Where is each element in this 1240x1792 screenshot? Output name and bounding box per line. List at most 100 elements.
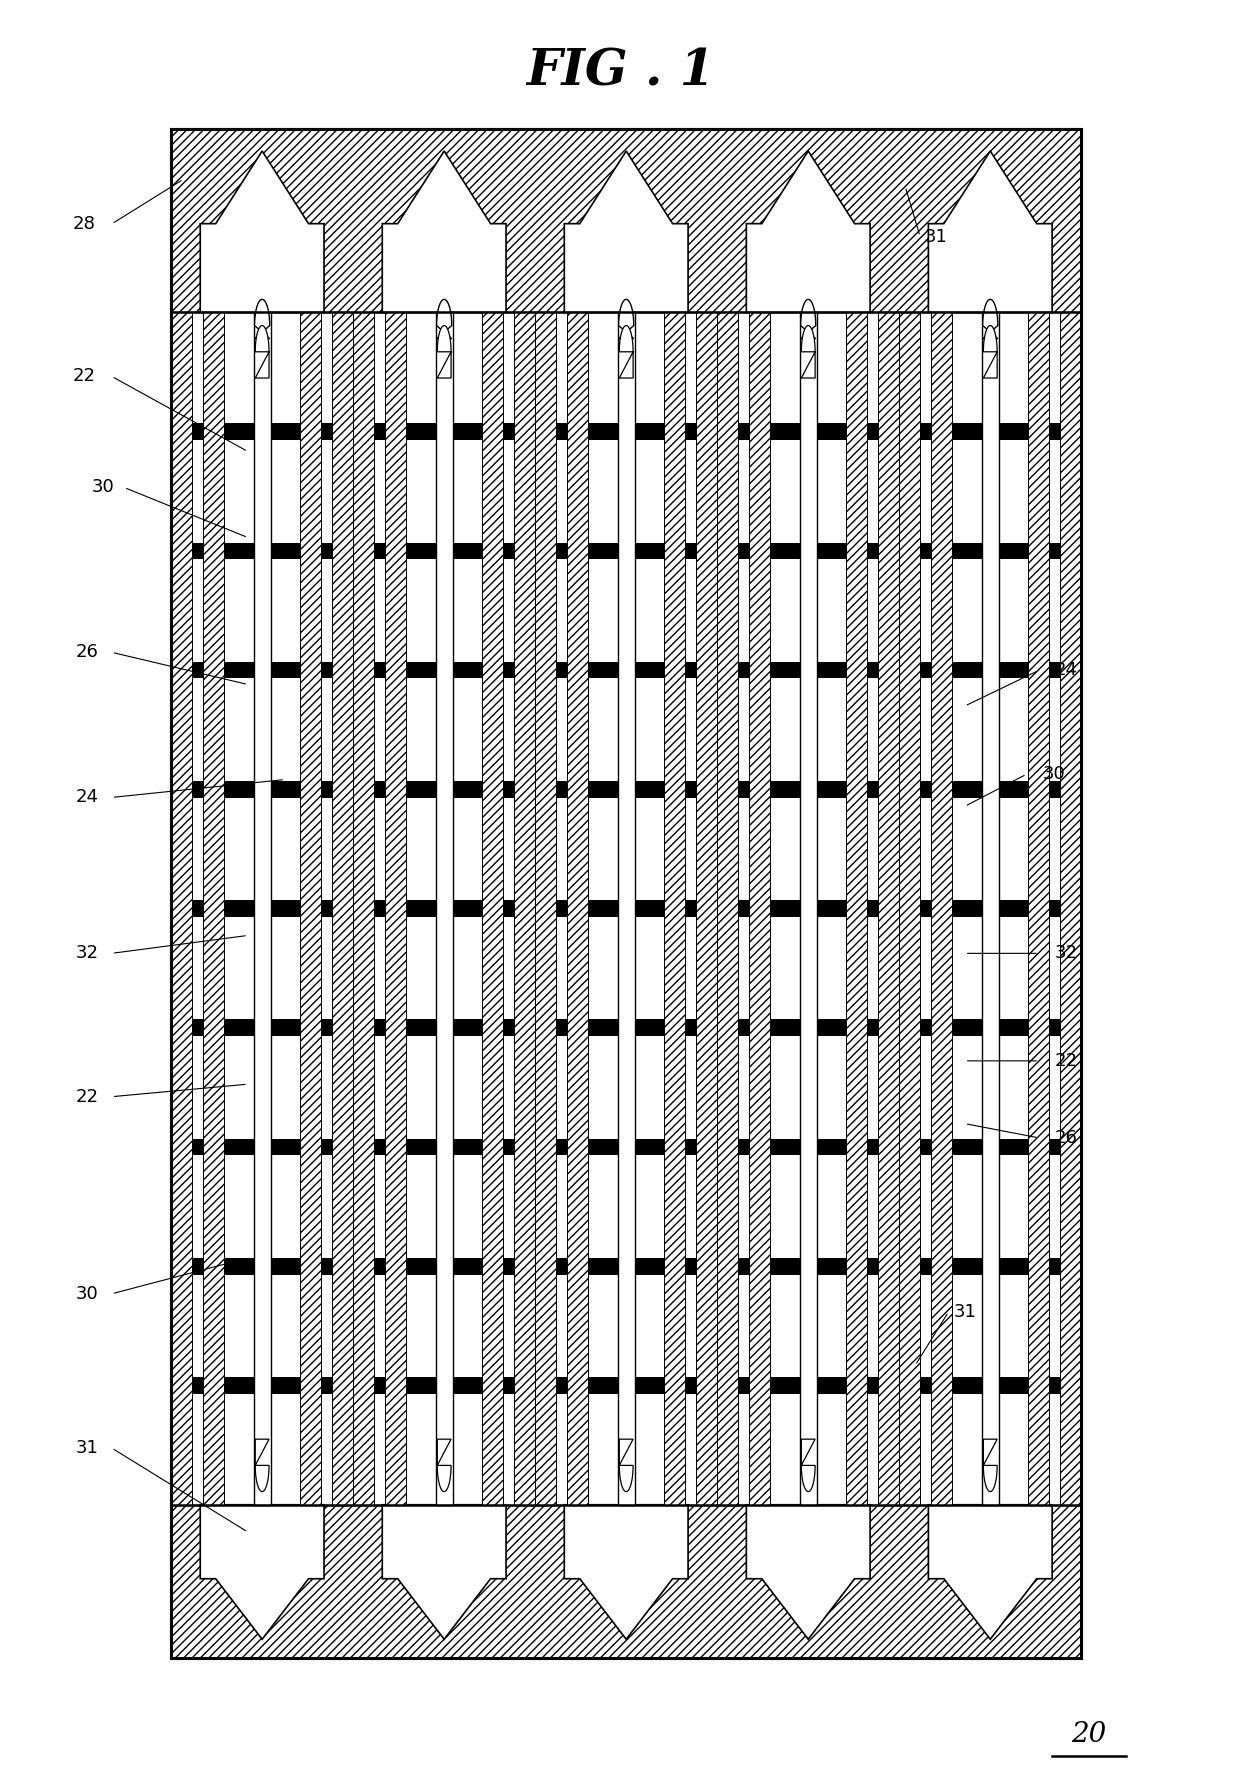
Bar <box>920 1020 931 1036</box>
Bar <box>588 781 618 797</box>
Bar <box>482 312 503 1505</box>
Bar <box>270 900 300 918</box>
Bar <box>931 312 952 1505</box>
Bar <box>224 1138 254 1156</box>
Bar <box>868 543 878 559</box>
Text: 20: 20 <box>1071 1720 1106 1749</box>
Bar <box>635 900 665 918</box>
Bar <box>405 661 435 679</box>
Bar <box>738 900 749 918</box>
Bar <box>224 1378 254 1394</box>
Text: FIG . 1: FIG . 1 <box>526 47 714 97</box>
Bar <box>717 312 738 1505</box>
Text: 28: 28 <box>73 215 95 233</box>
Bar <box>192 900 203 918</box>
Bar <box>1049 543 1060 559</box>
Bar <box>635 423 665 441</box>
Bar <box>321 1378 332 1394</box>
Bar <box>321 423 332 441</box>
Bar <box>899 312 920 1505</box>
Bar <box>635 543 665 559</box>
Bar <box>405 900 435 918</box>
Bar <box>1060 312 1081 1505</box>
Bar <box>920 543 931 559</box>
Text: 31: 31 <box>925 228 947 246</box>
Text: 24: 24 <box>1055 661 1078 679</box>
Bar <box>1049 1138 1060 1156</box>
Bar <box>588 423 618 441</box>
Bar <box>665 312 686 1505</box>
Polygon shape <box>382 151 506 312</box>
Bar <box>556 1138 567 1156</box>
Bar <box>618 312 635 1505</box>
Bar <box>920 661 931 679</box>
Bar <box>556 661 567 679</box>
Bar <box>770 781 800 797</box>
Bar <box>738 1258 749 1274</box>
Polygon shape <box>982 299 998 339</box>
Bar <box>920 1258 931 1274</box>
Bar <box>453 423 482 441</box>
Bar <box>868 1020 878 1036</box>
Bar <box>588 1020 618 1036</box>
Bar <box>374 1378 384 1394</box>
Bar <box>770 423 800 441</box>
Bar <box>868 423 878 441</box>
Bar <box>998 543 1028 559</box>
Bar <box>635 1138 665 1156</box>
Bar <box>435 312 453 1505</box>
Polygon shape <box>255 1439 269 1491</box>
Bar <box>868 1258 878 1274</box>
Bar <box>738 423 749 441</box>
Text: 30: 30 <box>92 478 114 496</box>
Bar <box>920 423 931 441</box>
Bar <box>817 900 847 918</box>
Bar <box>453 781 482 797</box>
Bar <box>868 781 878 797</box>
Bar <box>503 1378 515 1394</box>
Bar <box>588 1258 618 1274</box>
Polygon shape <box>801 1439 815 1491</box>
Polygon shape <box>801 299 816 339</box>
Text: 22: 22 <box>76 1088 98 1106</box>
Bar <box>192 423 203 441</box>
Bar <box>817 1138 847 1156</box>
Bar <box>321 1258 332 1274</box>
Bar <box>686 1378 697 1394</box>
Bar <box>453 1138 482 1156</box>
Bar <box>374 1258 384 1274</box>
Bar <box>738 1378 749 1394</box>
Bar <box>332 312 353 1505</box>
Bar <box>998 423 1028 441</box>
Polygon shape <box>983 326 997 378</box>
Bar <box>503 900 515 918</box>
Bar <box>1049 1258 1060 1274</box>
Polygon shape <box>382 1505 506 1640</box>
Bar <box>998 781 1028 797</box>
Bar <box>920 900 931 918</box>
Bar <box>686 1258 697 1274</box>
Bar <box>503 1258 515 1274</box>
Bar <box>374 543 384 559</box>
Polygon shape <box>564 1505 688 1640</box>
Bar <box>738 781 749 797</box>
Bar <box>453 1258 482 1274</box>
Bar <box>405 543 435 559</box>
Bar <box>567 312 588 1505</box>
Bar <box>171 129 1081 1658</box>
Polygon shape <box>255 326 269 378</box>
Text: 26: 26 <box>76 643 98 661</box>
Bar <box>588 1378 618 1394</box>
Bar <box>635 1020 665 1036</box>
Bar <box>321 661 332 679</box>
Polygon shape <box>438 1439 451 1491</box>
Bar <box>952 661 982 679</box>
Bar <box>270 1258 300 1274</box>
Bar <box>556 781 567 797</box>
Bar <box>817 781 847 797</box>
Bar <box>952 423 982 441</box>
Bar <box>686 661 697 679</box>
Bar <box>453 1378 482 1394</box>
Bar <box>405 1020 435 1036</box>
Bar <box>1049 661 1060 679</box>
